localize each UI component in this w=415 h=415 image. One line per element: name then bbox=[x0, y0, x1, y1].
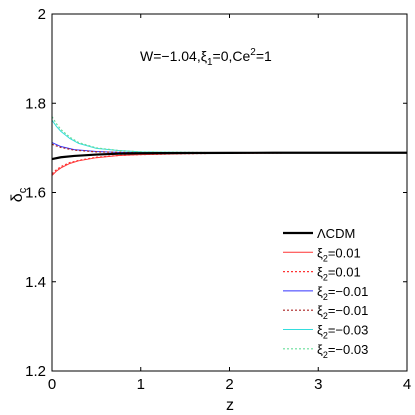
annotation: W=−1.04,ξ1=0,Ce2=1 bbox=[140, 47, 272, 68]
legend-label: ξ2=−0.03 bbox=[317, 342, 368, 360]
legend-label: ξ2=0.01 bbox=[317, 265, 361, 283]
x-tick-label: 1 bbox=[137, 376, 145, 393]
y-tick-label: 1.2 bbox=[25, 363, 46, 380]
legend-label: ξ2=0.01 bbox=[317, 245, 361, 263]
series-line-6 bbox=[51, 116, 407, 154]
y-tick-label: 1.8 bbox=[25, 95, 46, 112]
y-tick-label: 1.6 bbox=[25, 185, 46, 202]
series-line-4 bbox=[51, 143, 407, 154]
legend-label: ΛCDM bbox=[317, 226, 355, 241]
legend-label: ξ2=−0.03 bbox=[317, 323, 368, 341]
x-axis-label: z bbox=[226, 397, 234, 414]
y-tick-label: 1.4 bbox=[25, 274, 46, 291]
series-line-3 bbox=[51, 142, 407, 154]
x-tick-label: 3 bbox=[314, 376, 322, 393]
x-tick-label: 4 bbox=[403, 376, 411, 393]
legend-label: ξ2=−0.01 bbox=[317, 284, 368, 302]
series-line-5 bbox=[51, 119, 407, 154]
y-tick-label: 2 bbox=[38, 6, 46, 23]
x-tick-label: 0 bbox=[48, 376, 56, 393]
legend-label: ξ2=−0.01 bbox=[317, 303, 368, 321]
series-line-2 bbox=[51, 152, 407, 175]
plot-series-group bbox=[51, 116, 407, 176]
legend: ΛCDMξ2=0.01ξ2=0.01ξ2=−0.01ξ2=−0.01ξ2=−0.… bbox=[283, 226, 368, 360]
axis-ticks: 0 1 2 3 4 1.2 1.4 1.6 1.8 2 bbox=[25, 6, 411, 393]
series-line-0 bbox=[51, 151, 407, 161]
x-tick-label: 2 bbox=[225, 376, 233, 393]
